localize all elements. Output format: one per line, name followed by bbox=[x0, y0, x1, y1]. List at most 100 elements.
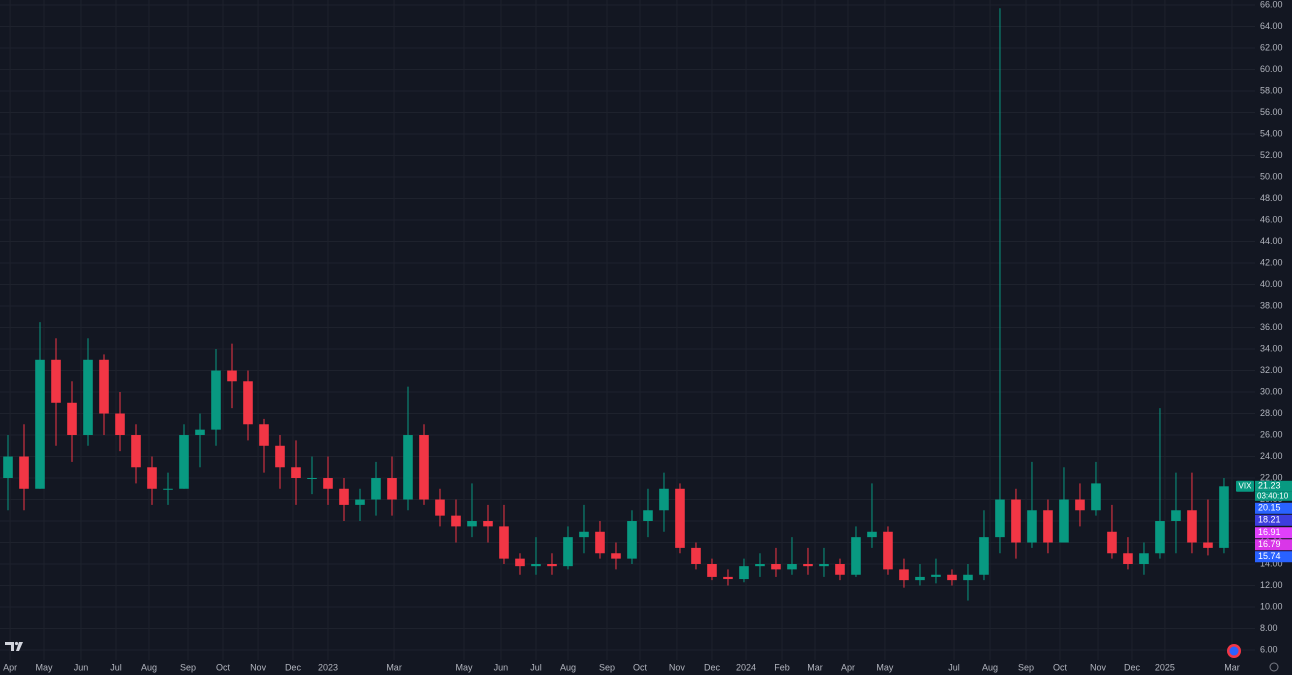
y-tick-label: 54.00 bbox=[1260, 128, 1283, 138]
price-tag-bg bbox=[1255, 514, 1292, 526]
price-tag-value: 16.91 bbox=[1258, 527, 1281, 537]
x-tick-label: Jun bbox=[74, 662, 89, 672]
candle-body bbox=[691, 547, 701, 565]
icon-ring bbox=[1269, 662, 1279, 672]
candle-body bbox=[1075, 499, 1085, 511]
candle-body bbox=[1203, 542, 1213, 548]
x-tick-label: Dec bbox=[1124, 662, 1141, 672]
candle-body bbox=[371, 478, 381, 500]
x-tick-label: Jun bbox=[494, 662, 509, 672]
price-tag-bg bbox=[1255, 539, 1292, 551]
candle-body bbox=[659, 488, 669, 511]
y-tick-label: 10.00 bbox=[1260, 601, 1283, 611]
candle-body bbox=[1011, 499, 1021, 543]
candle-body bbox=[819, 564, 829, 567]
y-tick-label: 60.00 bbox=[1260, 64, 1283, 74]
candle-body bbox=[851, 537, 861, 575]
candle-body bbox=[211, 370, 221, 430]
candle-body bbox=[1187, 510, 1197, 543]
logo-part bbox=[16, 642, 23, 651]
y-tick-label: 14.00 bbox=[1260, 558, 1283, 568]
y-tick-label: 26.00 bbox=[1260, 429, 1283, 439]
x-tick-label: Aug bbox=[141, 662, 157, 672]
candle-body bbox=[419, 435, 429, 500]
candle-body bbox=[675, 488, 685, 548]
candle-body bbox=[531, 564, 541, 567]
x-tick-label: Sep bbox=[599, 662, 615, 672]
y-tick-label: 46.00 bbox=[1260, 214, 1283, 224]
candle-body bbox=[803, 564, 813, 567]
price-tag-value: 15.74 bbox=[1258, 551, 1281, 561]
x-tick-label: Oct bbox=[633, 662, 648, 672]
price-tag-value: 16.79 bbox=[1258, 539, 1281, 549]
candle-body bbox=[707, 564, 717, 577]
candle-body bbox=[963, 574, 973, 581]
candle-body bbox=[723, 576, 733, 580]
candle-body bbox=[627, 521, 637, 559]
candle-body bbox=[1107, 531, 1117, 554]
y-tick-label: 40.00 bbox=[1260, 279, 1283, 289]
x-tick-label: Oct bbox=[216, 662, 231, 672]
y-tick-label: 38.00 bbox=[1260, 300, 1283, 310]
candle-body bbox=[867, 531, 877, 538]
x-tick-label: Sep bbox=[1018, 662, 1034, 672]
price-tag-value: 21.23 bbox=[1258, 481, 1281, 491]
tradingview-logo[interactable] bbox=[5, 641, 23, 651]
candle-body bbox=[339, 488, 349, 505]
logo-part bbox=[5, 642, 14, 651]
candle-body bbox=[227, 370, 237, 382]
candles bbox=[3, 8, 1229, 601]
candle-body bbox=[483, 521, 493, 527]
candle-body bbox=[979, 537, 989, 575]
y-tick-label: 22.00 bbox=[1260, 472, 1283, 482]
logo-part bbox=[14, 641, 19, 646]
candle-body bbox=[67, 402, 77, 436]
y-tick-label: 8.00 bbox=[1260, 623, 1278, 633]
x-tick-label: 2025 bbox=[1155, 662, 1175, 672]
y-tick-label: 30.00 bbox=[1260, 386, 1283, 396]
candle-body bbox=[163, 488, 173, 490]
x-tick-label: 2024 bbox=[736, 662, 756, 672]
x-tick-label: Jul bbox=[110, 662, 122, 672]
y-tick-label: 64.00 bbox=[1260, 21, 1283, 31]
y-tick-label: 36.00 bbox=[1260, 322, 1283, 332]
x-tick-label: Oct bbox=[1053, 662, 1068, 672]
x-tick-label: Mar bbox=[807, 662, 823, 672]
candle-body bbox=[275, 445, 285, 468]
candle-body bbox=[547, 564, 557, 567]
candle-body bbox=[947, 574, 957, 581]
candle-body bbox=[931, 574, 941, 577]
y-tick-label: 48.00 bbox=[1260, 193, 1283, 203]
price-tag-bg bbox=[1255, 527, 1292, 539]
candle-body bbox=[35, 359, 45, 489]
candle-body bbox=[435, 499, 445, 516]
candle-body bbox=[179, 435, 189, 489]
x-tick-label: Nov bbox=[250, 662, 267, 672]
candle-body bbox=[787, 564, 797, 570]
candle-body bbox=[883, 531, 893, 570]
x-tick-label: Dec bbox=[285, 662, 302, 672]
y-tick-label: 44.00 bbox=[1260, 236, 1283, 246]
candle-body bbox=[83, 359, 93, 436]
settings-icon[interactable] bbox=[1269, 662, 1279, 672]
candle-body bbox=[451, 515, 461, 527]
candle-body bbox=[915, 576, 925, 581]
y-tick-label: 28.00 bbox=[1260, 408, 1283, 418]
candle-body bbox=[1043, 510, 1053, 543]
candle-body bbox=[323, 478, 333, 489]
x-tick-label: Nov bbox=[1090, 662, 1107, 672]
x-tick-label: Jul bbox=[530, 662, 542, 672]
y-tick-label: 52.00 bbox=[1260, 150, 1283, 160]
candle-body bbox=[291, 467, 301, 479]
candle-body bbox=[835, 564, 845, 575]
market-status-icon[interactable] bbox=[1227, 644, 1241, 658]
price-tag-value: 20.15 bbox=[1258, 503, 1281, 513]
y-tick-label: 58.00 bbox=[1260, 85, 1283, 95]
x-tick-label: Jul bbox=[948, 662, 960, 672]
x-tick-label: Aug bbox=[560, 662, 576, 672]
candle-body bbox=[115, 413, 125, 436]
y-tick-label: 24.00 bbox=[1260, 451, 1283, 461]
candle-body bbox=[515, 558, 525, 567]
y-tick-label: 34.00 bbox=[1260, 343, 1283, 353]
